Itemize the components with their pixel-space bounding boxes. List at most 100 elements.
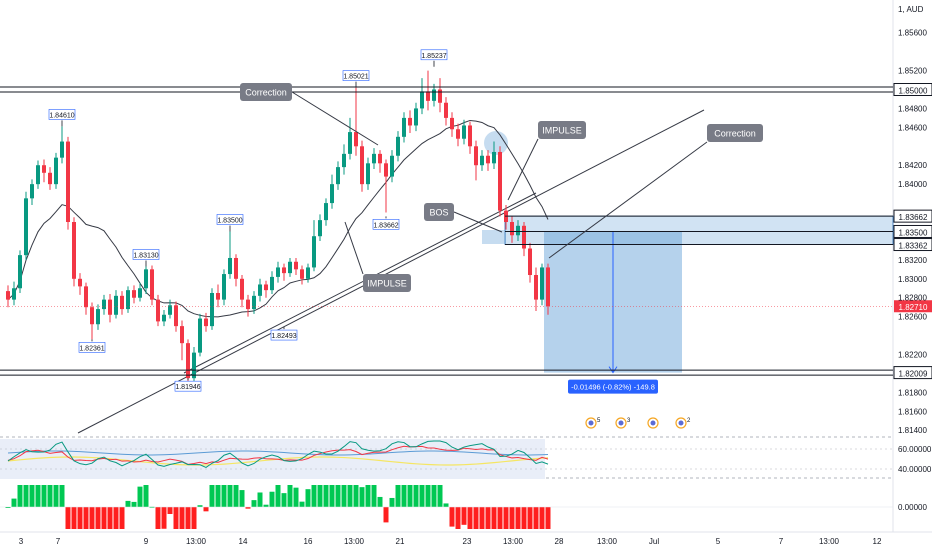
candle-body[interactable] — [468, 125, 472, 147]
candle-body[interactable] — [408, 117, 412, 126]
candle-body[interactable] — [216, 292, 220, 300]
candle-body[interactable] — [528, 248, 532, 276]
event-badges[interactable]: 5 3 2 — [585, 417, 691, 429]
candle-body[interactable] — [444, 102, 448, 118]
trendline[interactable] — [77, 109, 705, 434]
trendline[interactable] — [183, 192, 537, 374]
candle-body[interactable] — [120, 295, 124, 310]
candle-body[interactable] — [18, 255, 22, 289]
annotations[interactable]: Correction IMPULSE IMPULSE BOS Correction — [240, 83, 763, 292]
candle-body[interactable] — [330, 184, 334, 204]
candle-body[interactable] — [150, 269, 154, 300]
candle-body[interactable] — [90, 307, 94, 325]
candle-body[interactable] — [210, 292, 214, 327]
candle-body[interactable] — [486, 155, 490, 164]
candle-body[interactable] — [498, 151, 502, 211]
candle-body[interactable] — [420, 91, 424, 109]
candle-body[interactable] — [312, 236, 316, 268]
candle-body[interactable] — [174, 305, 178, 327]
candle-body[interactable] — [270, 276, 274, 291]
callout-box[interactable] — [424, 203, 454, 221]
candle-body[interactable] — [168, 305, 172, 315]
candle-body[interactable] — [474, 146, 478, 166]
candle-body[interactable] — [138, 288, 142, 298]
candle-body[interactable] — [84, 286, 88, 308]
candle-body[interactable] — [192, 352, 196, 379]
candle-body[interactable] — [198, 318, 202, 353]
candle-body[interactable] — [402, 117, 406, 137]
candle-body[interactable] — [156, 299, 160, 322]
callout-box[interactable] — [240, 83, 292, 101]
candle-body[interactable] — [204, 318, 208, 327]
candle-body[interactable] — [354, 132, 358, 147]
candle-body[interactable] — [306, 267, 310, 279]
callout-box[interactable] — [707, 124, 763, 142]
candle-body[interactable] — [384, 163, 388, 177]
candle-body[interactable] — [324, 203, 328, 221]
candle-body[interactable] — [294, 261, 298, 270]
candle-body[interactable] — [24, 198, 28, 256]
candle-body[interactable] — [438, 89, 442, 103]
candle-body[interactable] — [522, 225, 526, 249]
candle-body[interactable] — [228, 257, 232, 275]
candle-body[interactable] — [480, 155, 484, 166]
candle-body[interactable] — [462, 125, 466, 139]
time-axis[interactable]: 3 7 9 13:00 14 16 13:00 21 23 13:00 28 13:00 Jul 5 7 13… — [19, 537, 882, 546]
candle-body[interactable] — [546, 267, 550, 307]
candle-body[interactable] — [390, 155, 394, 177]
candles[interactable] — [6, 70, 550, 383]
candle-body[interactable] — [48, 172, 52, 185]
candle-body[interactable] — [6, 291, 10, 300]
candle-body[interactable] — [264, 284, 268, 291]
horizontal-levels[interactable]: 1.85000 1.83662 1.83500 1.83362 1.82009 1.827… — [0, 83, 932, 380]
candle-body[interactable] — [510, 222, 514, 236]
candle-body[interactable] — [366, 163, 370, 185]
candle-body[interactable] — [258, 284, 262, 296]
candle-body[interactable] — [144, 269, 148, 289]
candle-body[interactable] — [72, 222, 76, 279]
candle-body[interactable] — [96, 309, 100, 325]
candle-body[interactable] — [66, 141, 70, 223]
candle-body[interactable] — [396, 136, 400, 156]
candle-body[interactable] — [60, 141, 64, 158]
candle-body[interactable] — [234, 257, 238, 279]
candle-body[interactable] — [180, 326, 184, 344]
candle-body[interactable] — [426, 91, 430, 101]
candle-body[interactable] — [540, 267, 544, 300]
candle-body[interactable] — [246, 299, 250, 310]
candle-body[interactable] — [348, 132, 352, 154]
candle-body[interactable] — [252, 295, 256, 310]
candle-body[interactable] — [276, 267, 280, 277]
candle-body[interactable] — [36, 165, 40, 185]
candle-body[interactable] — [492, 151, 496, 164]
candle-body[interactable] — [54, 157, 58, 185]
candle-body[interactable] — [342, 153, 346, 168]
candle-body[interactable] — [102, 299, 106, 310]
candle-body[interactable] — [300, 269, 304, 279]
candle-body[interactable] — [282, 267, 286, 274]
candle-body[interactable] — [30, 184, 34, 199]
candle-body[interactable] — [78, 278, 82, 287]
candle-body[interactable] — [162, 314, 166, 322]
candle-body[interactable] — [126, 290, 130, 310]
candle-body[interactable] — [186, 343, 190, 379]
candle-body[interactable] — [240, 278, 244, 300]
candle-body[interactable] — [450, 117, 454, 130]
candle-body[interactable] — [42, 165, 46, 173]
callout-box[interactable] — [538, 121, 586, 139]
price-axis[interactable]: 1, AUD 1.85600 1.85200 1.84800 1.84600 1.8420… — [898, 5, 927, 435]
candle-body[interactable] — [516, 225, 520, 236]
candle-body[interactable] — [318, 220, 322, 237]
candle-body[interactable] — [336, 167, 340, 185]
callout-box[interactable] — [363, 274, 411, 292]
candle-body[interactable] — [414, 108, 418, 126]
candle-body[interactable] — [288, 261, 292, 274]
candle-body[interactable] — [432, 89, 436, 101]
candle-body[interactable] — [534, 275, 538, 300]
candle-body[interactable] — [360, 146, 364, 185]
candle-body[interactable] — [108, 299, 112, 315]
candle-body[interactable] — [378, 153, 382, 164]
candle-body[interactable] — [456, 129, 460, 139]
candle-body[interactable] — [12, 288, 16, 300]
